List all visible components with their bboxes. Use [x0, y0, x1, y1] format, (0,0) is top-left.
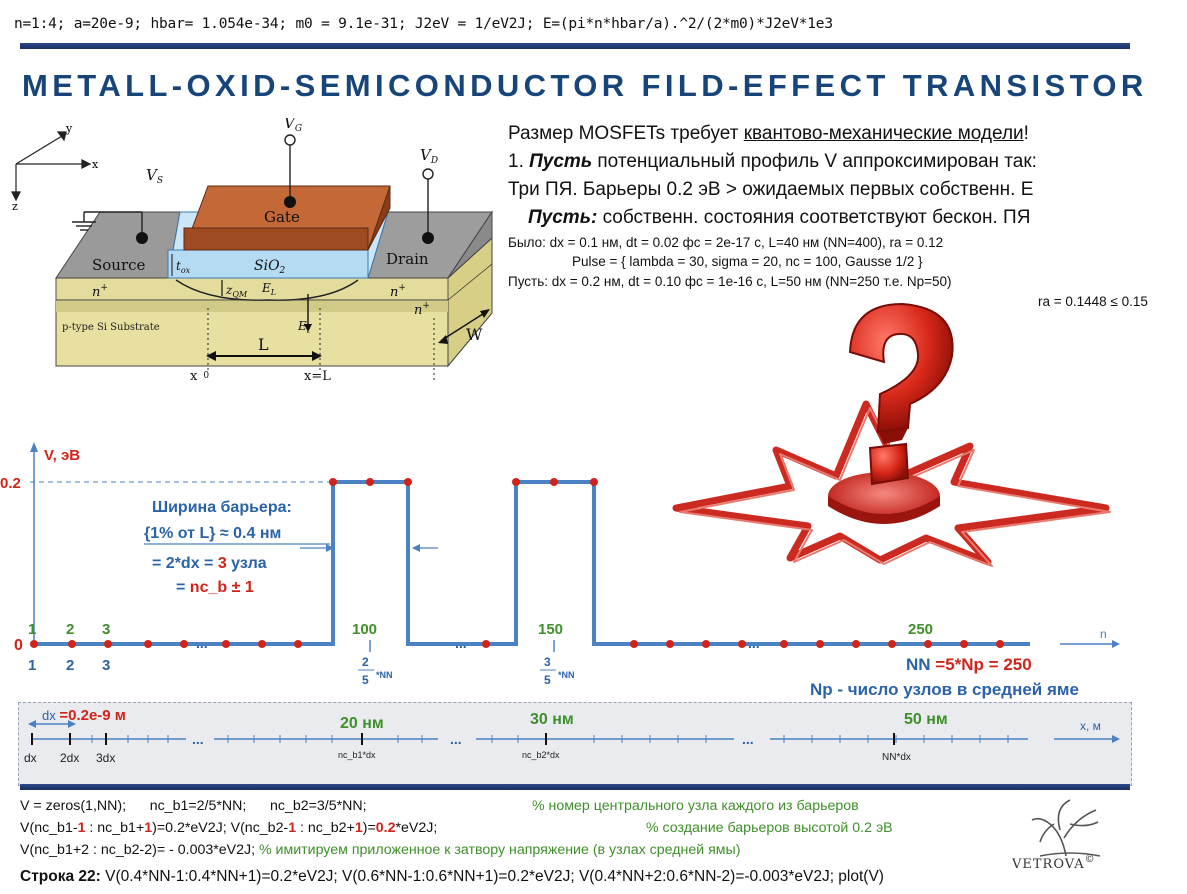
node-150-label: 150: [538, 621, 563, 638]
potential-profile-line: [34, 480, 1030, 646]
let-params-2: ra = 0.1448 ≤ 0.15: [1038, 294, 1148, 309]
slide-title: METALL-OXID-SEMICONDUCTOR FILD-EFFECT TR…: [22, 68, 1148, 103]
frac1-den: 5: [362, 673, 369, 687]
axis-ellipsis-1: ...: [192, 731, 204, 747]
xl-label: x=L: [304, 369, 331, 384]
frac2-nn: *NN: [558, 670, 575, 680]
svg-text:VETROVA©: VETROVA©: [1011, 854, 1096, 872]
source-contact: [136, 232, 148, 244]
ellipsis-3: ...: [748, 635, 760, 651]
question-mark-icon: [672, 302, 1111, 567]
frac1-nn: *NN: [376, 670, 393, 680]
x-axis-label: n: [1100, 627, 1107, 641]
barrier-ncb-eq: = nc_b ± 1: [176, 579, 254, 596]
barrier-width-value: {1% от L} ≈ 0.4 нм: [144, 525, 281, 542]
mark-30nm: 30 нм: [530, 711, 574, 728]
spatial-axis: ... ... ... dx =0.2e-9 м 20 нм 30 нм 50 …: [24, 707, 1120, 765]
code-line-3: V(nc_b1+2 : nc_b2-2)= - 0.003*eV2J; % им…: [20, 842, 741, 858]
coordinate-axes: [11, 131, 92, 202]
drain-label: Drain: [386, 250, 429, 268]
tick-2dx: 2dx: [60, 751, 79, 765]
bottom-divider: [20, 784, 1130, 790]
let-params-1: Пусть: dx = 0.2 нм, dt = 0.10 фс = 1e-16…: [508, 274, 952, 289]
axis-x-label: x: [92, 158, 99, 171]
tick-dx: dx: [24, 751, 37, 765]
frac1-num: 2: [362, 655, 369, 669]
bottom-node-2: 2: [66, 657, 74, 674]
et-label: Et: [297, 319, 311, 335]
code-line-2: V(nc_b1-1 : nc_b1+1)=0.2*eV2J; V(nc_b2-1…: [20, 820, 438, 836]
frac2-den: 5: [544, 673, 551, 687]
np-note: Np - число узлов в средней яме: [810, 680, 1079, 699]
length-label: L: [258, 335, 269, 354]
top-code-line: n=1:4; a=20e-9; hbar= 1.054e-34; m0 = 9.…: [14, 16, 833, 32]
vg-label: VG: [284, 118, 302, 134]
desc-line-1: Размер MOSFETs требует квантово-механиче…: [508, 123, 1029, 144]
vd-label: VD: [420, 146, 438, 166]
code-line-1: V = zeros(1,NN); nc_b1=2/5*NN; nc_b2=3/5…: [20, 798, 367, 814]
zqm-label: zQM: [225, 283, 248, 299]
axis-ellipsis-3: ...: [742, 731, 754, 747]
source-label: Source: [92, 256, 146, 274]
tox-label: tox: [176, 259, 191, 275]
y-tick-0.2: 0.2: [0, 475, 21, 492]
ellipsis-2: ...: [455, 635, 467, 651]
bottom-node-3: 3: [102, 657, 110, 674]
y-tick-0: 0: [14, 637, 23, 654]
vs-label: VS: [146, 166, 163, 186]
frac2-num: 3: [544, 655, 551, 669]
oxide-label: SiO2: [254, 258, 286, 276]
width-label: W: [466, 325, 483, 344]
code-line-2-comment: % создание барьеров высотой 0.2 эВ: [646, 820, 893, 836]
drain-contact: [422, 232, 434, 244]
was-params-1: Было: dx = 0.1 нм, dt = 0.02 фс = 2e-17 …: [508, 235, 944, 250]
barrier-width-title: Ширина барьера:: [152, 499, 292, 516]
node-250-label: 250: [908, 621, 933, 638]
desc-line-3: Три ПЯ. Барьеры 0.2 эВ > ожидаемых первы…: [508, 179, 1034, 200]
tick-ncb2: nc_b2*dx: [522, 750, 560, 760]
nplus-left-label: n+: [92, 283, 108, 300]
logo-text: VETROVA: [1011, 857, 1085, 872]
x-meters-label: x, м: [1080, 719, 1101, 733]
nplus-right2-label: n+: [414, 301, 430, 318]
desc-line-4: Пусть: собственн. состояния соответствую…: [528, 207, 1031, 228]
nn-equation: NN =5*Np = 250: [906, 655, 1032, 674]
tick-nn: NN*dx: [882, 752, 911, 763]
substrate-label: p-type Si Substrate: [62, 322, 160, 333]
gate-contact: [284, 196, 296, 208]
was-params-2: Pulse = { lambda = 30, sigma = 20, nc = …: [572, 254, 923, 269]
top-node-1: 1: [28, 621, 36, 638]
grid-nodes: [30, 478, 1004, 648]
potential-profile-plot: V, эВ 0.2 0 n 1 2 3 100 150 250 1 2 3 ..…: [0, 442, 1120, 699]
axis-y-label: y: [65, 122, 73, 135]
barrier-nodes-eq: = 2*dx = 3 узла: [152, 555, 267, 572]
tick-ncb1: nc_b1*dx: [338, 750, 376, 760]
mark-20nm: 20 нм: [340, 715, 384, 732]
desc-line-2: 1. Пусть потенциальный профиль V аппрокс…: [508, 151, 1037, 172]
top-divider: [20, 43, 1130, 49]
logo-copyright: ©: [1085, 854, 1096, 865]
top-node-3: 3: [102, 621, 110, 638]
tick-3dx: 3dx: [96, 751, 115, 765]
bottom-node-1: 1: [28, 657, 36, 674]
mosfet-diagram: z x y Gate Source Drain SiO2 t: [11, 118, 493, 384]
el-label: EL: [261, 281, 276, 297]
top-node-2: 2: [66, 621, 74, 638]
code-line-1-comment: % номер центрального узла каждого из бар…: [532, 798, 859, 814]
mark-50nm: 50 нм: [904, 711, 948, 728]
axis-z-label: z: [12, 200, 18, 213]
code-line-4: Строка 22: V(0.4*NN-1:0.4*NN+1)=0.2*eV2J…: [20, 868, 884, 885]
node-100-label: 100: [352, 621, 377, 638]
gate-label: Gate: [264, 208, 300, 226]
axis-ellipsis-2: ...: [450, 731, 462, 747]
ellipsis-1: ...: [196, 635, 208, 651]
spatial-axis-panel: [18, 702, 1132, 786]
y-axis-label: V, эВ: [44, 447, 80, 464]
vetrova-logo: VETROVA©: [1011, 799, 1101, 872]
dx-value-label: dx =0.2e-9 м: [42, 707, 126, 724]
nplus-right-label: n+: [390, 283, 406, 300]
